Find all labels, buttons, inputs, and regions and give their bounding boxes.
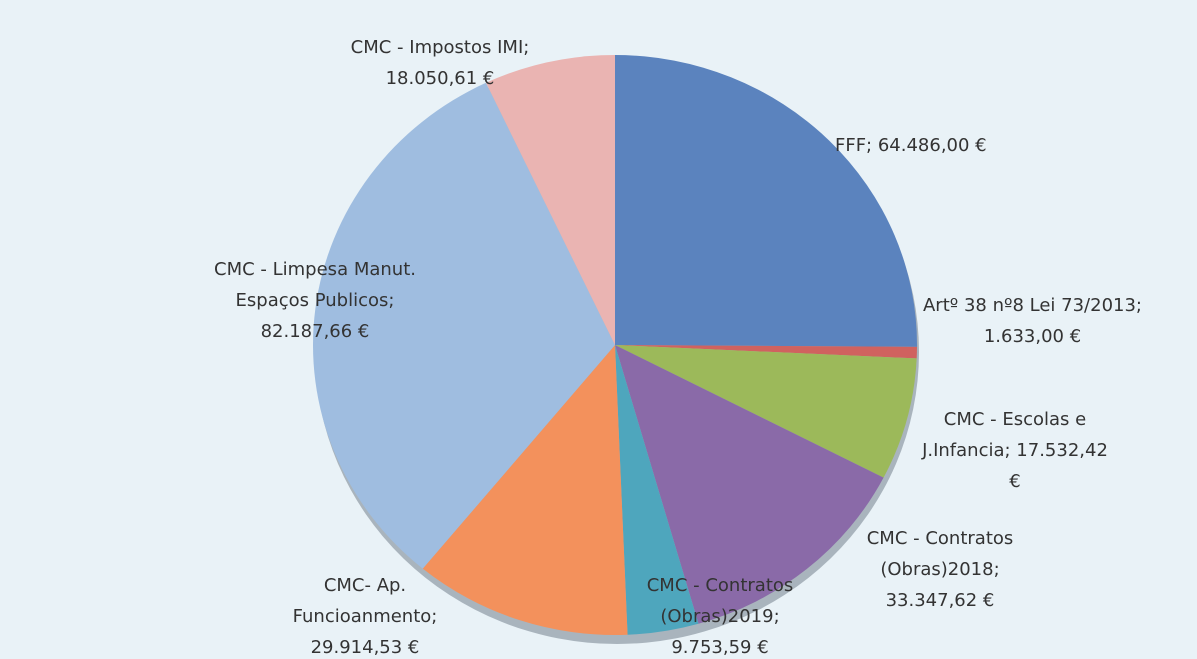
pie-slice (485, 55, 615, 345)
data-label: CMC - Contratos (Obras)2018; 33.347,62 € (866, 528, 1014, 611)
data-label: CMC - Escolas e J.Infancia; 17.532,42 € (922, 409, 1108, 492)
pie-slice (422, 345, 628, 635)
pie-slice (615, 55, 917, 347)
data-label: CMC - Limpesa Manut. Espaços Publicos; 8… (214, 259, 416, 342)
data-label: FFF; 64.486,00 € (835, 135, 987, 156)
data-label: Artº 38 nº8 Lei 73/2013; 1.633,00 € (922, 295, 1142, 347)
pie-slice (615, 345, 917, 478)
pie-slice (313, 82, 615, 569)
data-label: CMC - Impostos IMI; 18.050,61 € (350, 37, 530, 89)
pie-slice (615, 345, 884, 624)
data-label: CMC- Ap. Funcioanmento; 29.914,53 € (292, 575, 438, 658)
data-label: CMC - Contratos (Obras)2019; 9.753,59 € (646, 575, 794, 658)
pie-slice (615, 345, 699, 635)
pie-slice (615, 345, 917, 359)
